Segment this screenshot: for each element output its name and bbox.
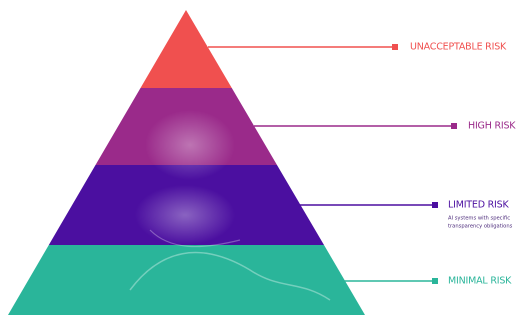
decor-line [129,251,331,301]
level-label: MINIMAL RISK [448,276,512,287]
level-label: HIGH RISK [468,121,516,132]
hand-glow [135,185,235,245]
marker [392,44,398,50]
decor-line [149,229,241,248]
level-minimal [8,245,365,315]
marker [432,278,438,284]
level-note: transparency obligations [448,224,513,230]
marker [451,123,457,129]
level-unacceptable [140,10,232,88]
level-label: LIMITED RISK [448,200,509,211]
level-note: AI systems with specific [448,216,510,222]
marker [432,202,438,208]
level-label: UNACCEPTABLE RISK [410,42,507,53]
brain-glow [145,110,235,180]
